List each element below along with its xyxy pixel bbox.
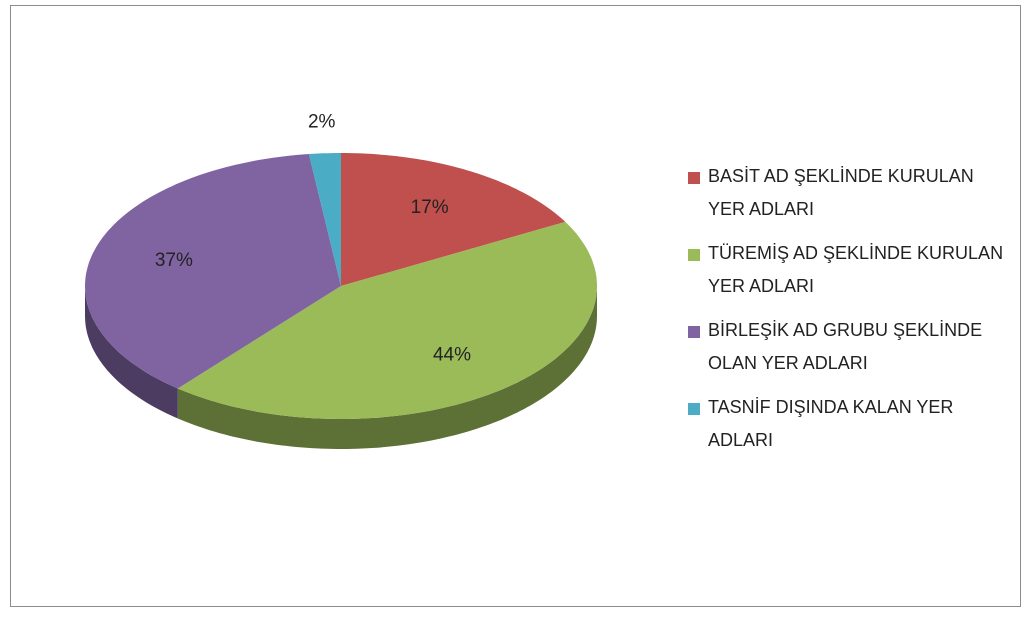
legend-label: BİRLEŞİK AD GRUBU ŞEKLİNDE OLAN YER ADLA… [708, 320, 983, 373]
chart-frame [10, 5, 1021, 607]
slice-side [85, 286, 178, 419]
legend-swatch [688, 403, 700, 415]
data-label: 37% [155, 250, 193, 271]
data-label: 2% [308, 112, 336, 133]
data-label: 17% [411, 197, 449, 218]
legend: BASİT AD ŞEKLİNDE KURULAN YER ADLARI TÜRE… [688, 160, 1008, 468]
slice-side [177, 286, 598, 449]
legend-label: TASNİF DIŞINDA KALAN YER ADLARI [708, 397, 954, 450]
legend-label: TÜREMİŞ AD ŞEKLİNDE KURULAN YER ADLARI [708, 243, 1004, 296]
legend-swatch [688, 326, 700, 338]
legend-swatch [688, 172, 700, 184]
legend-entry: TÜREMİŞ AD ŞEKLİNDE KURULAN YER ADLARI [688, 237, 1008, 303]
legend-entry: TASNİF DIŞINDA KALAN YER ADLARI [688, 391, 1008, 457]
legend-entry: BİRLEŞİK AD GRUBU ŞEKLİNDE OLAN YER ADLA… [688, 314, 1008, 380]
slice [341, 153, 566, 286]
slice [85, 154, 341, 389]
slice [308, 153, 341, 286]
legend-swatch [688, 249, 700, 261]
legend-entry: BASİT AD ŞEKLİNDE KURULAN YER ADLARI [688, 160, 1008, 226]
data-label: 44% [433, 345, 471, 366]
legend-label: BASİT AD ŞEKLİNDE KURULAN YER ADLARI [708, 166, 974, 219]
slice [177, 221, 598, 419]
